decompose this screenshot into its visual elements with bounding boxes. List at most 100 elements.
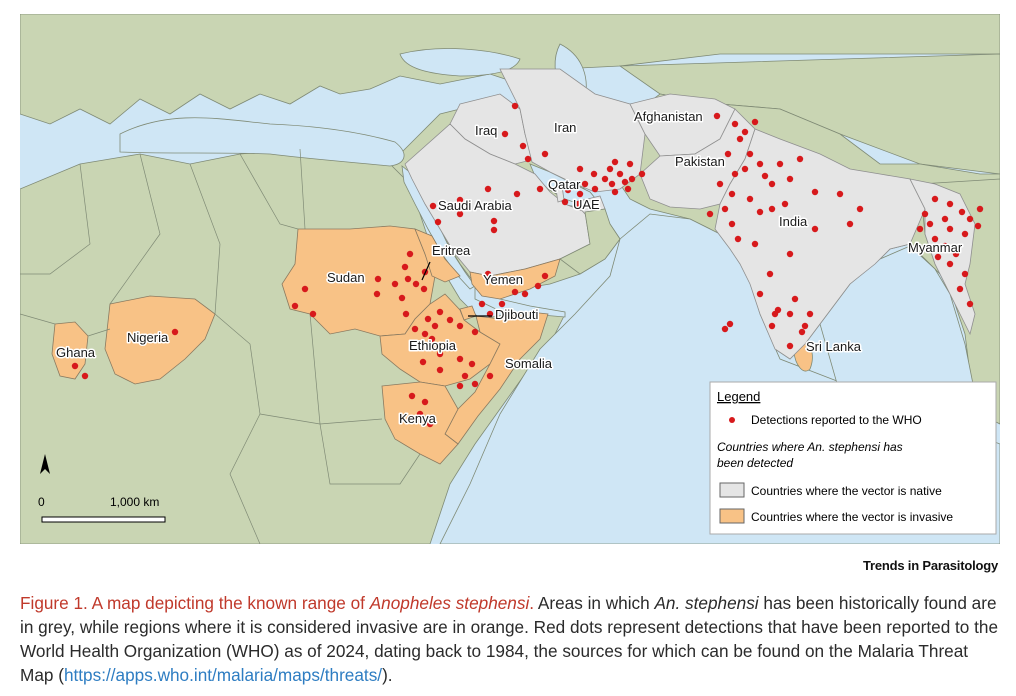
detection-dot — [411, 325, 419, 333]
detection-dot — [419, 358, 427, 366]
detection-dot — [811, 225, 819, 233]
detection-dot — [461, 372, 469, 380]
label-eritrea: Eritrea — [432, 243, 471, 258]
detection-dot — [421, 398, 429, 406]
detection-dot — [976, 205, 984, 213]
detection-dot — [416, 410, 424, 418]
detection-dot — [521, 290, 529, 298]
detection-dot — [373, 290, 381, 298]
label-india: India — [779, 214, 808, 229]
scale-start: 0 — [38, 495, 45, 509]
detection-dot — [171, 328, 179, 336]
detection-dot — [721, 205, 729, 213]
detection-dot — [786, 342, 794, 350]
detection-dot — [934, 253, 942, 261]
detection-dot — [412, 280, 420, 288]
detection-dot — [931, 235, 939, 243]
detection-dot — [574, 200, 582, 208]
detection-dot — [756, 160, 764, 168]
detection-dot — [921, 210, 929, 218]
detection-dot — [536, 185, 544, 193]
label-somalia: Somalia — [505, 356, 553, 371]
malaria-threat-map-link[interactable]: https://apps.who.int/malaria/maps/threat… — [63, 665, 383, 685]
leader-lines — [421, 261, 492, 317]
detection-dot — [966, 300, 974, 308]
invasive-countries — [51, 225, 561, 465]
legend-subtitle-2: been detected — [717, 456, 793, 470]
legend-detections: Detections reported to the WHO — [751, 413, 922, 427]
caption-text-c: ). — [382, 665, 393, 685]
detection-dot — [420, 285, 428, 293]
detection-dot — [398, 294, 406, 302]
detection-dot — [974, 222, 982, 230]
detection-dot — [471, 328, 479, 336]
detection-dot — [501, 130, 509, 138]
legend-subtitle-1: Countries where An. stephensi has — [717, 440, 903, 454]
detection-dot — [591, 185, 599, 193]
detection-dot — [731, 120, 739, 128]
detection-dot — [961, 230, 969, 238]
detection-dot — [751, 118, 759, 126]
detection-dot — [786, 250, 794, 258]
detection-dot — [956, 285, 964, 293]
detection-dot — [490, 226, 498, 234]
legend-native: Countries where the vector is native — [751, 484, 942, 498]
detection-dot — [590, 170, 598, 178]
label-sri-lanka: Sri Lanka — [806, 339, 862, 354]
detection-dot — [486, 372, 494, 380]
detection-dot — [541, 150, 549, 158]
detection-dot — [456, 196, 464, 204]
label-ethiopia: Ethiopia — [409, 338, 457, 353]
detection-dot — [786, 310, 794, 318]
detection-dot — [941, 215, 949, 223]
detection-dot — [490, 217, 498, 225]
detection-dot — [511, 288, 519, 296]
detection-dot — [751, 240, 759, 248]
detection-dot — [846, 220, 854, 228]
detection-dot — [301, 285, 309, 293]
detection-dot — [728, 190, 736, 198]
figure-caption: Figure 1. A map depicting the known rang… — [20, 591, 1002, 687]
detection-dot — [786, 175, 794, 183]
label-pakistan: Pakistan — [675, 154, 725, 169]
legend-detection-dot — [729, 417, 735, 423]
detection-dot — [421, 330, 429, 338]
detection-dot — [768, 322, 776, 330]
north-arrow-icon — [40, 454, 50, 474]
detection-dot — [728, 220, 736, 228]
detection-dot — [616, 170, 624, 178]
detection-dot — [426, 420, 434, 428]
detection-dot — [501, 278, 509, 286]
detection-dot — [456, 322, 464, 330]
detection-dot — [801, 322, 809, 330]
other-borders — [20, 148, 421, 544]
detection-dot — [946, 260, 954, 268]
detection-dot — [926, 220, 934, 228]
detection-dot — [611, 188, 619, 196]
detection-dot — [519, 142, 527, 150]
detection-dot — [456, 355, 464, 363]
detection-dot — [391, 280, 399, 288]
detection-dot — [71, 362, 79, 370]
caption-lead: Figure 1. A map depicting the known rang… — [20, 593, 535, 613]
detection-dot — [768, 205, 776, 213]
detection-dot — [81, 372, 89, 380]
detection-dot — [638, 170, 646, 178]
detection-dot — [741, 165, 749, 173]
detection-dot — [606, 165, 614, 173]
label-djibouti: Djibouti — [495, 307, 538, 322]
detection-dot — [431, 322, 439, 330]
detection-dot — [621, 178, 629, 186]
detection-dot — [561, 198, 569, 206]
legend-native-swatch — [719, 482, 745, 498]
legend-invasive-swatch — [719, 508, 745, 524]
detection-dot — [408, 392, 416, 400]
detection-dot — [478, 300, 486, 308]
legend: Legend Detections reported to the WHO Co… — [709, 381, 997, 535]
detection-dot — [511, 102, 519, 110]
label-uae: UAE — [573, 197, 600, 212]
detection-dot — [941, 242, 949, 250]
detection-dot — [626, 160, 634, 168]
detection-dot — [724, 150, 732, 158]
label-iraq: Iraq — [475, 123, 497, 138]
